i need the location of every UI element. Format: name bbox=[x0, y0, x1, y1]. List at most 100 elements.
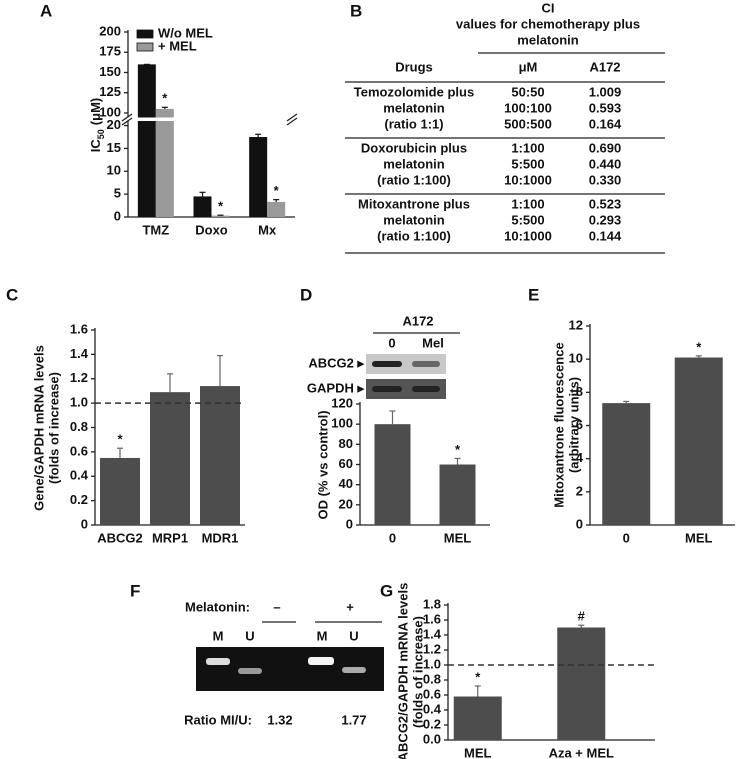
y-tick-label: 4 bbox=[576, 450, 584, 465]
panel-label: A bbox=[40, 1, 52, 20]
break-mark bbox=[121, 117, 133, 126]
y-tick-label: 1.6 bbox=[70, 321, 88, 336]
y-tick-label: 120 bbox=[331, 395, 353, 410]
bar bbox=[249, 137, 268, 217]
y-tick-label: 175 bbox=[99, 44, 121, 59]
y-tick-label: 1.6 bbox=[423, 611, 441, 626]
bar bbox=[155, 108, 174, 217]
y-tick-label: 0.8 bbox=[423, 671, 441, 686]
band-label: GAPDH ▸ bbox=[307, 380, 366, 395]
lane-label: U bbox=[349, 628, 358, 643]
table-cell: 10:1000 bbox=[504, 228, 552, 243]
table-title: melatonin bbox=[517, 32, 578, 47]
y-tick-label: 20 bbox=[107, 117, 121, 132]
y-tick-label: 100 bbox=[99, 104, 121, 119]
table-cell: 0.523 bbox=[589, 196, 622, 211]
y-tick-label: 80 bbox=[339, 436, 353, 451]
annotation: # bbox=[578, 609, 586, 624]
annotation: * bbox=[162, 91, 168, 106]
panel-label: F bbox=[130, 581, 140, 600]
lane-label: M bbox=[213, 628, 224, 643]
table-cell: 0.144 bbox=[589, 228, 622, 243]
y-tick-label: 1.2 bbox=[70, 370, 88, 385]
drug-cell: melatonin bbox=[383, 212, 444, 227]
table-cell: 1:100 bbox=[511, 196, 544, 211]
y-axis-label: Mitoxantrone fluorescence bbox=[551, 342, 566, 507]
table-cell: 1:100 bbox=[511, 140, 544, 155]
table-title: values for chemotherapy plus bbox=[456, 16, 640, 31]
y-tick-label: 0 bbox=[346, 516, 353, 531]
label-part: IC bbox=[88, 139, 103, 153]
panel-label: B bbox=[350, 1, 362, 20]
ratio-label: Ratio MI/U: bbox=[184, 712, 252, 727]
y-tick-label: 1.0 bbox=[70, 395, 88, 410]
ratio-value: 1.32 bbox=[267, 712, 292, 727]
lane-label: Mel bbox=[422, 335, 444, 350]
x-tick-label: MEL bbox=[685, 530, 713, 545]
drug-cell: (ratio 1:100) bbox=[377, 172, 451, 187]
drug-cell: melatonin bbox=[383, 156, 444, 171]
bar bbox=[453, 696, 502, 740]
table-title: CI bbox=[542, 0, 555, 15]
y-tick-label: 0.2 bbox=[423, 716, 441, 731]
annotation: * bbox=[218, 199, 224, 214]
y-axis-label: OD (% vs control) bbox=[315, 410, 330, 519]
y-tick-label: 1.4 bbox=[70, 346, 89, 361]
x-tick-label: TMZ bbox=[142, 222, 169, 237]
y-tick-label: 0 bbox=[114, 208, 121, 223]
y-tick-label: 8 bbox=[576, 384, 583, 399]
drug-cell: Temozolomide plus bbox=[354, 84, 474, 99]
legend-swatch bbox=[136, 42, 154, 52]
axis-break bbox=[122, 117, 295, 121]
bar bbox=[200, 386, 240, 525]
bar bbox=[100, 457, 140, 525]
blot-band bbox=[412, 386, 440, 392]
panel-label: C bbox=[6, 285, 18, 304]
y-tick-label: 1.4 bbox=[423, 626, 442, 641]
drug-cell: Mitoxantrone plus bbox=[358, 196, 470, 211]
table-cell: 0.293 bbox=[589, 212, 622, 227]
y-tick-label: 15 bbox=[107, 140, 121, 155]
annotation: * bbox=[274, 183, 280, 198]
x-tick-label: 0 bbox=[623, 530, 630, 545]
drug-cell: Doxorubicin plus bbox=[361, 140, 467, 155]
bar bbox=[193, 196, 212, 217]
y-tick-label: 1.8 bbox=[423, 596, 441, 611]
legend-swatch bbox=[136, 29, 154, 39]
y-tick-label: 12 bbox=[569, 317, 583, 332]
ratio-value: 1.77 bbox=[341, 712, 366, 727]
bar bbox=[267, 201, 286, 217]
table-cell: 0.330 bbox=[589, 172, 622, 187]
label-part: (μM) bbox=[88, 98, 103, 125]
panel-label: D bbox=[300, 285, 312, 304]
band-label: ABCG2 ▸ bbox=[308, 355, 365, 370]
legend-label: + MEL bbox=[158, 38, 197, 53]
y-axis-label: (folds of increase) bbox=[46, 372, 61, 484]
y-tick-label: 0.8 bbox=[70, 419, 88, 434]
lane-label: U bbox=[245, 628, 254, 643]
y-tick-label: 100 bbox=[331, 416, 353, 431]
bar bbox=[439, 464, 476, 525]
group-label: – bbox=[273, 599, 280, 614]
bar bbox=[374, 424, 411, 525]
legend-label: W/o MEL bbox=[158, 25, 213, 40]
y-tick-label: 0.6 bbox=[423, 686, 441, 701]
break-mark bbox=[286, 113, 298, 122]
y-tick-label: 0.0 bbox=[423, 731, 441, 746]
drug-cell: (ratio 1:100) bbox=[377, 228, 451, 243]
y-axis-label: (folds of increase) bbox=[410, 616, 425, 728]
x-tick-label: MRP1 bbox=[152, 530, 188, 545]
x-tick-label: MEL bbox=[464, 745, 492, 759]
blot-band bbox=[412, 361, 440, 367]
label-sub: 50 bbox=[96, 129, 106, 139]
bar bbox=[150, 392, 190, 525]
band bbox=[206, 658, 230, 665]
table-cell: 10:1000 bbox=[504, 172, 552, 187]
blot-band bbox=[372, 386, 402, 392]
x-tick-label: Mx bbox=[258, 222, 277, 237]
treatment-label: Melatonin: bbox=[185, 599, 250, 614]
band bbox=[342, 667, 366, 673]
y-axis-label: ABCG2/GAPDH mRNA levels bbox=[395, 583, 410, 759]
y-tick-label: 0.6 bbox=[70, 443, 88, 458]
